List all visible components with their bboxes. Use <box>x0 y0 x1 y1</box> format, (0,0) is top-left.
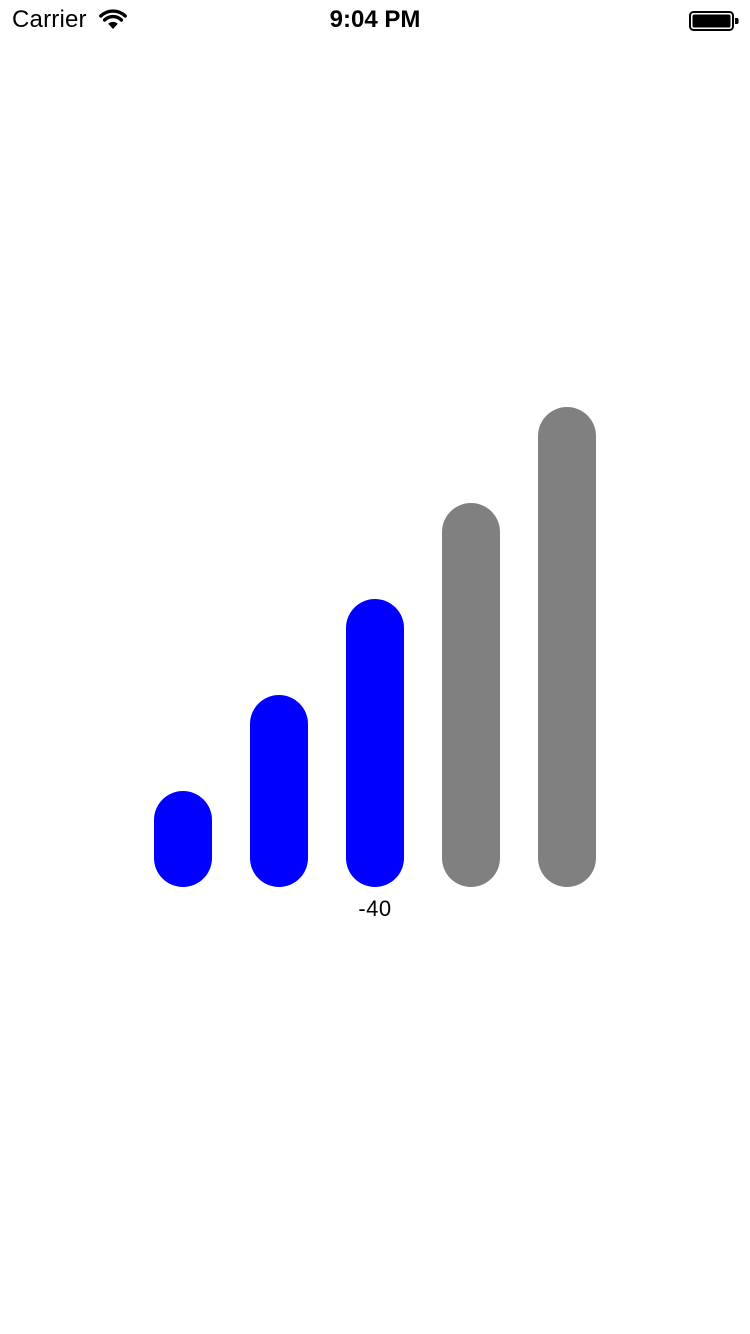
signal-bar-3-active <box>346 599 404 887</box>
battery-level-fill <box>692 14 731 28</box>
signal-bar-5-inactive <box>538 407 596 887</box>
signal-bar-1-active <box>154 791 212 887</box>
battery-icon <box>689 11 739 31</box>
wifi-icon <box>99 9 127 29</box>
signal-bar-4-inactive <box>442 503 500 887</box>
signal-value-label: -40 <box>358 896 392 921</box>
signal-bar-2-active <box>250 695 308 887</box>
status-bar: Carrier 9:04 PM <box>0 0 750 40</box>
status-time: 9:04 PM <box>329 6 421 33</box>
carrier-label: Carrier <box>12 6 87 33</box>
